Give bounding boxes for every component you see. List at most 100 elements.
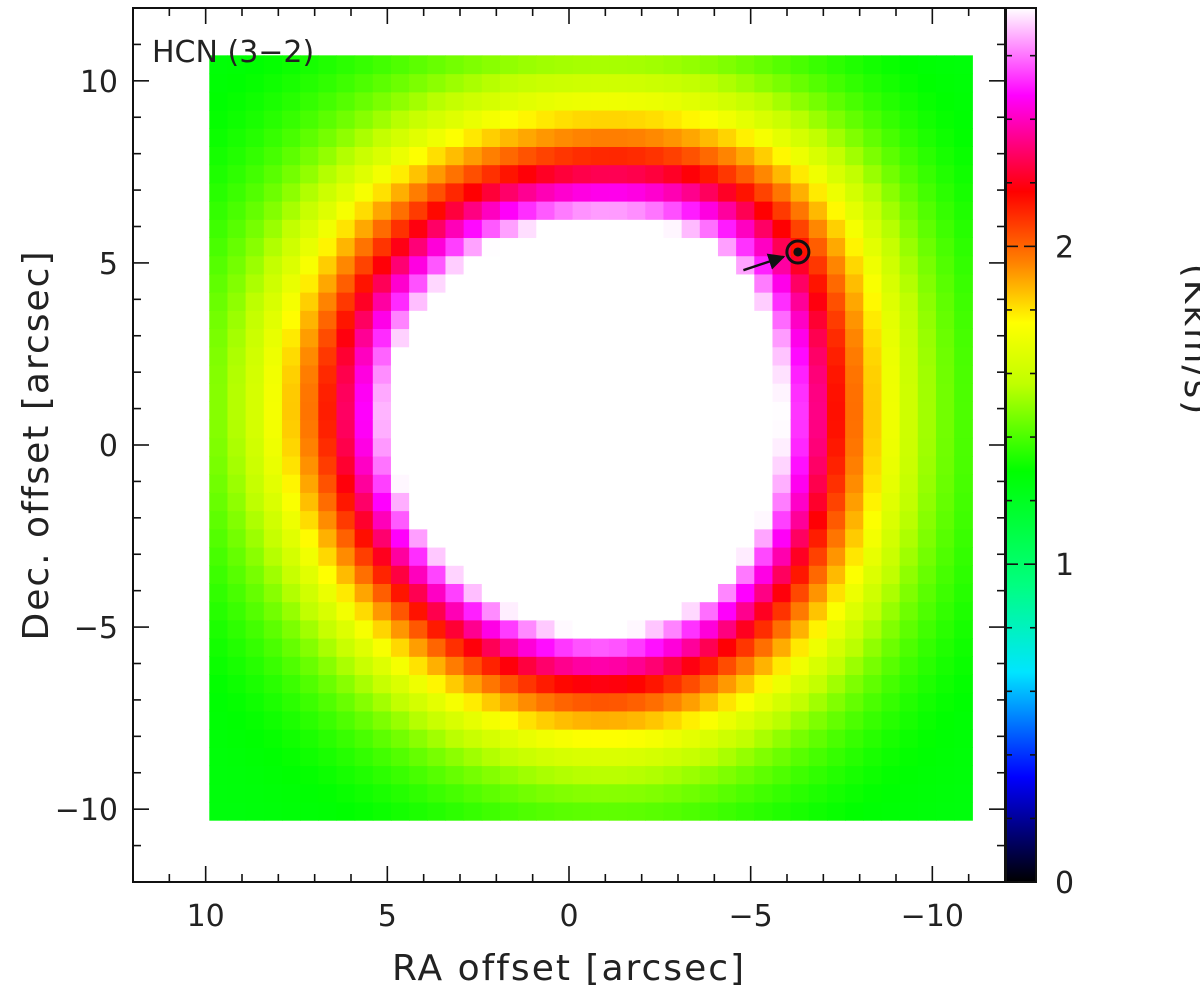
heatmap-cell bbox=[808, 619, 828, 639]
heatmap-cell bbox=[481, 328, 501, 348]
heatmap-cell bbox=[281, 237, 301, 257]
heatmap-cell bbox=[518, 109, 537, 129]
heatmap-cell bbox=[536, 292, 556, 311]
heatmap-cell bbox=[935, 747, 955, 767]
heatmap-cell bbox=[572, 583, 592, 603]
heatmap-cell bbox=[245, 237, 265, 257]
y-tick-label: −5 bbox=[74, 611, 118, 646]
heatmap-cell bbox=[627, 401, 646, 421]
heatmap-cell bbox=[699, 419, 719, 439]
heatmap-cell bbox=[409, 801, 428, 821]
heatmap-cell bbox=[300, 565, 319, 584]
heatmap-cell bbox=[736, 455, 755, 475]
heatmap-cell bbox=[717, 346, 737, 366]
heatmap-cell bbox=[954, 182, 973, 202]
heatmap-cell bbox=[499, 146, 519, 166]
heatmap-cell bbox=[518, 747, 537, 767]
heatmap-cell bbox=[645, 419, 665, 439]
heatmap-cell bbox=[754, 565, 774, 584]
heatmap-cell bbox=[754, 182, 774, 202]
heatmap-cell bbox=[227, 219, 247, 239]
heatmap-cell bbox=[481, 310, 501, 330]
heatmap-cell bbox=[590, 692, 610, 712]
heatmap-cell bbox=[390, 401, 410, 421]
heatmap-cell bbox=[954, 565, 973, 584]
heatmap-cell bbox=[300, 710, 319, 730]
heatmap-cell bbox=[772, 201, 792, 220]
heatmap-cell bbox=[790, 201, 810, 220]
heatmap-cell bbox=[608, 383, 628, 402]
heatmap-cell bbox=[554, 565, 574, 584]
heatmap-cell bbox=[826, 73, 846, 93]
heatmap-cell bbox=[808, 638, 828, 657]
heatmap-cell bbox=[209, 55, 229, 75]
heatmap-cell bbox=[590, 674, 610, 694]
heatmap-cell bbox=[481, 492, 501, 512]
heatmap-cell bbox=[336, 437, 356, 457]
heatmap-cell bbox=[608, 565, 628, 584]
heatmap-cell bbox=[645, 255, 665, 275]
heatmap-cell bbox=[645, 292, 665, 311]
heatmap-cell bbox=[717, 783, 737, 803]
heatmap-cell bbox=[808, 91, 828, 111]
heatmap-cell bbox=[717, 128, 737, 147]
heatmap-cell bbox=[754, 546, 774, 566]
heatmap-cell bbox=[645, 619, 665, 639]
heatmap-cell bbox=[863, 437, 883, 457]
heatmap-cell bbox=[536, 692, 556, 712]
heatmap-cell bbox=[754, 692, 774, 712]
heatmap-cell bbox=[463, 91, 483, 111]
heatmap-cell bbox=[645, 437, 665, 457]
heatmap-cell bbox=[227, 273, 247, 293]
heatmap-cell bbox=[409, 109, 428, 129]
heatmap-cell bbox=[463, 546, 483, 566]
heatmap-cell bbox=[372, 255, 392, 275]
heatmap-cell bbox=[554, 219, 574, 239]
heatmap-cell bbox=[227, 109, 247, 129]
heatmap-cell bbox=[699, 437, 719, 457]
heatmap-cell bbox=[572, 73, 592, 93]
heatmap-cell bbox=[754, 710, 774, 730]
heatmap-cell bbox=[300, 383, 319, 402]
heatmap-cell bbox=[227, 692, 247, 712]
heatmap-cell bbox=[518, 146, 537, 166]
heatmap-cell bbox=[736, 747, 755, 767]
heatmap-cell bbox=[863, 146, 883, 166]
heatmap-cell bbox=[554, 437, 574, 457]
heatmap-cell bbox=[826, 783, 846, 803]
heatmap-cell bbox=[518, 546, 537, 566]
heatmap-cell bbox=[499, 273, 519, 293]
heatmap-cell bbox=[409, 528, 428, 548]
heatmap-cell bbox=[881, 528, 901, 548]
heatmap-cell bbox=[354, 510, 374, 530]
heatmap-cell bbox=[681, 219, 701, 239]
heatmap-cell bbox=[899, 419, 919, 439]
heatmap-cell bbox=[209, 710, 229, 730]
heatmap-cell bbox=[536, 73, 556, 93]
heatmap-cell bbox=[372, 109, 392, 129]
heatmap-cell bbox=[318, 437, 338, 457]
heatmap-cell bbox=[863, 109, 883, 129]
heatmap-cell bbox=[681, 292, 701, 311]
heatmap-cell bbox=[790, 638, 810, 657]
heatmap-cell bbox=[518, 510, 537, 530]
y-axis-label: Dec. offset [arcsec] bbox=[16, 249, 57, 640]
heatmap-cell bbox=[245, 474, 265, 493]
heatmap-cell bbox=[336, 492, 356, 512]
heatmap-cell bbox=[663, 729, 683, 748]
heatmap-cell bbox=[717, 164, 737, 184]
heatmap-cell bbox=[736, 583, 755, 603]
heatmap-cell bbox=[336, 583, 356, 603]
heatmap-cell bbox=[536, 674, 556, 694]
heatmap-cell bbox=[445, 510, 465, 530]
x-tick-label: −10 bbox=[901, 899, 964, 934]
heatmap-cell bbox=[227, 237, 247, 257]
heatmap-cell bbox=[499, 109, 519, 129]
heatmap-cell bbox=[954, 201, 973, 220]
heatmap-cell bbox=[354, 146, 374, 166]
heatmap-cell bbox=[608, 128, 628, 147]
heatmap-cell bbox=[427, 510, 447, 530]
heatmap-cell bbox=[263, 182, 283, 202]
heatmap-cell bbox=[554, 674, 574, 694]
heatmap-cell bbox=[445, 419, 465, 439]
